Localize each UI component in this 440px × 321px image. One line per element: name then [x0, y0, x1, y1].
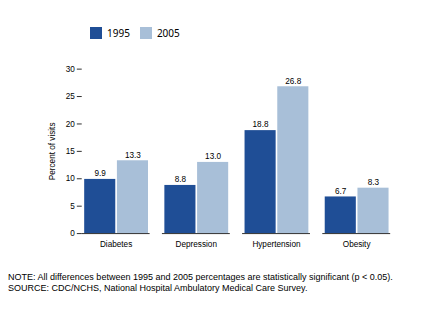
svg-text:30: 30: [66, 65, 76, 74]
svg-text:13.0: 13.0: [205, 152, 221, 161]
svg-text:25: 25: [66, 92, 76, 101]
svg-text:20: 20: [66, 120, 76, 129]
svg-text:5: 5: [70, 202, 75, 211]
svg-text:Obesity: Obesity: [343, 240, 372, 249]
svg-text:6.7: 6.7: [335, 187, 347, 196]
html-text:SOURCE: CDC/NCHS, National Hos: SOURCE: CDC/NCHS, National Hospital Ambu…: [8, 283, 308, 294]
svg-text:26.8: 26.8: [285, 77, 301, 86]
svg-text:Diabetes: Diabetes: [100, 240, 132, 249]
html-text:2005: 2005: [156, 25, 180, 40]
svg-text:18.8: 18.8: [253, 120, 269, 129]
svg-text:8.3: 8.3: [368, 178, 380, 187]
svg-text:15: 15: [66, 147, 76, 156]
html-text:NOTE: All differences between: NOTE: All differences between 1995 and 2…: [8, 272, 393, 283]
svg-text:8.8: 8.8: [175, 175, 187, 184]
svg-text:13.3: 13.3: [125, 151, 141, 160]
svg-text:Hypertension: Hypertension: [252, 240, 301, 249]
svg-text:10: 10: [66, 174, 76, 183]
html-text:1995: 1995: [107, 25, 130, 40]
svg-text:9.9: 9.9: [94, 169, 106, 178]
svg-text:Percent of visits: Percent of visits: [48, 123, 57, 181]
svg-text:Depression: Depression: [176, 240, 218, 249]
svg-text:0: 0: [70, 229, 75, 238]
